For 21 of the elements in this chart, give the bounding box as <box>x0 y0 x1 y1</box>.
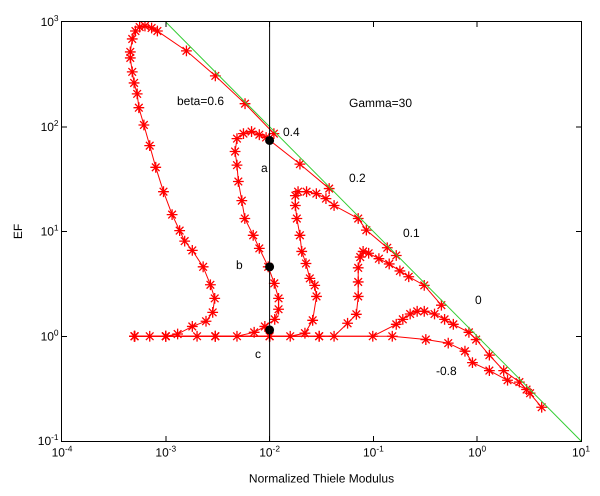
y-tick-label: 10$^{3}$ <box>40 13 59 30</box>
y-tick-label: 10$^{0}$ <box>40 327 59 344</box>
annotation: 0 <box>475 293 482 307</box>
annotation: c <box>255 347 261 361</box>
x-tick-label: 10$^{0}$ <box>468 443 487 460</box>
annotation: b <box>236 258 243 272</box>
x-tick-label: 10$^{-1}$ <box>362 443 384 460</box>
y-tick-label: 10$^{1}$ <box>40 222 59 239</box>
annotation: Gamma=30 <box>349 96 412 110</box>
y-axis-title: EF <box>11 224 26 240</box>
annotation: 0.1 <box>403 226 420 240</box>
y-tick-label: 10$^{2}$ <box>40 118 59 134</box>
x-tick-label: 10$^{-2}$ <box>259 443 280 460</box>
annotation: 0.2 <box>349 171 366 185</box>
annotation: 0.4 <box>283 125 300 139</box>
annotation: -0.8 <box>436 364 458 378</box>
annotation: beta=0.6 <box>177 94 224 108</box>
x-tick-label: 10$^{-3}$ <box>155 443 177 460</box>
x-tick-label: 10$^{1}$ <box>572 443 590 460</box>
x-axis-title: Normalized Thiele Modulus <box>248 471 394 486</box>
annotation: a <box>261 161 268 175</box>
